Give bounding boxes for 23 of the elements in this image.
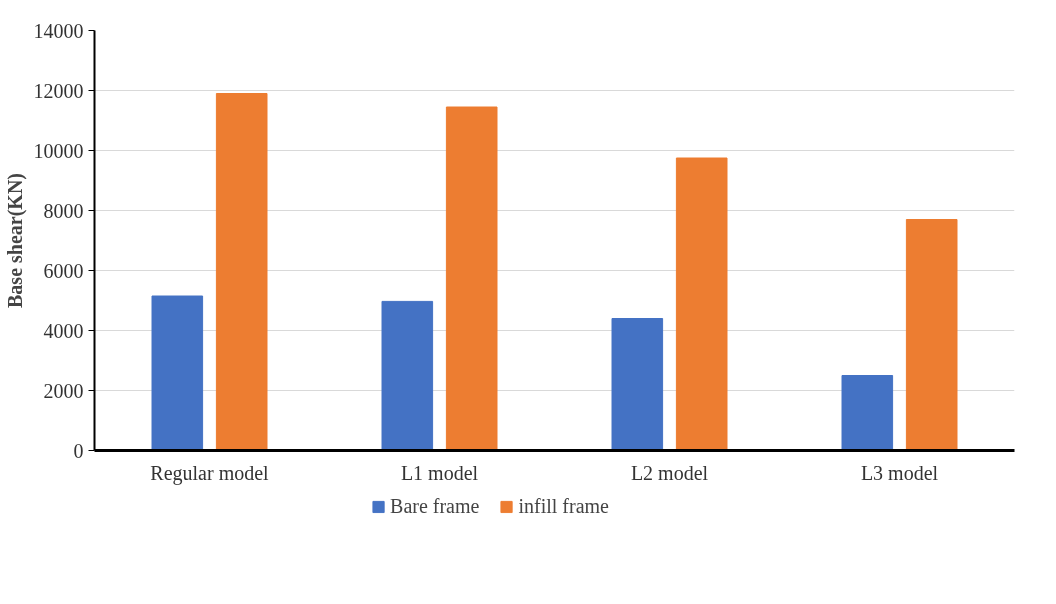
y-axis-title: Base shear(KN) [3, 173, 27, 308]
x-tick-label: L1 model [400, 461, 479, 484]
y-tick-label: 2000 [43, 379, 84, 402]
legend-label: Bare frame [390, 494, 480, 518]
y-tick-label: 0 [73, 439, 84, 462]
y-tick-label: 6000 [43, 259, 84, 282]
y-tick-label: 8000 [43, 199, 84, 222]
bar [445, 106, 498, 451]
y-tick-label: 12000 [33, 79, 84, 102]
y-tick-label: 4000 [43, 319, 84, 342]
x-tick-label: L2 model [630, 461, 709, 484]
legend-label: infill frame [518, 494, 609, 518]
y-tick-label: 10000 [33, 139, 84, 162]
bar [215, 93, 268, 451]
y-tick-label: 14000 [33, 19, 84, 42]
bar [841, 375, 894, 451]
bar [381, 300, 434, 451]
bar [905, 219, 958, 451]
bar [611, 318, 664, 451]
bar [151, 295, 204, 451]
x-tick-label: L3 model [860, 461, 939, 484]
bar [675, 157, 728, 451]
x-tick-label: Regular model [150, 461, 270, 485]
